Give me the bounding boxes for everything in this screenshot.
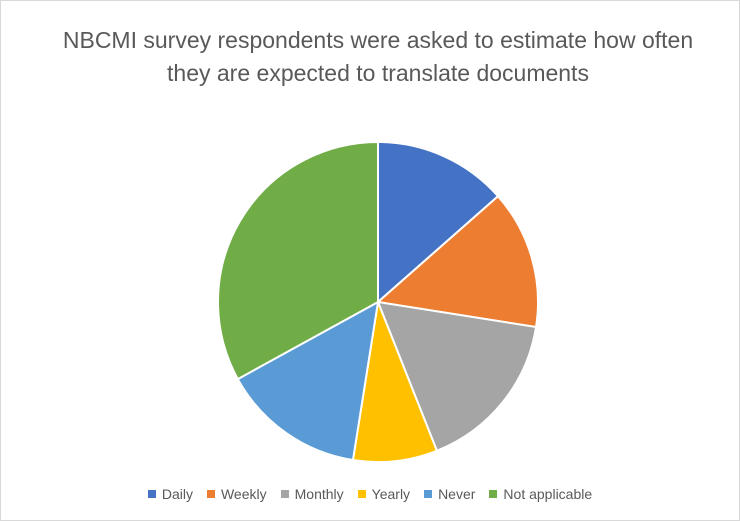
pie-slice [236, 300, 380, 462]
legend-item: Weekly [206, 486, 267, 502]
legend-label: Weekly [220, 486, 267, 502]
legend-swatch [489, 490, 498, 498]
legend-label: Not applicable [503, 486, 593, 502]
pie-slice [351, 298, 439, 463]
legend-swatch [357, 490, 366, 498]
pie-slice [377, 140, 500, 305]
pie-slice [376, 300, 538, 453]
pie-slice [375, 194, 539, 329]
legend-item: Yearly [357, 486, 411, 502]
pie-slice [217, 140, 379, 381]
legend-label: Daily [161, 486, 193, 502]
chart-title: NBCMI survey respondents were asked to e… [62, 27, 694, 86]
legend-item: Not applicable [489, 486, 592, 502]
legend: Daily Weekly Monthly Yearly Never Not applica… [0, 486, 740, 502]
legend-item: Never [424, 486, 475, 502]
legend-swatch [206, 490, 215, 498]
legend-swatch [147, 490, 156, 498]
legend-label: Yearly [371, 486, 411, 502]
legend-swatch [424, 490, 433, 498]
legend-label: Monthly [294, 486, 344, 502]
legend-label: Never [438, 486, 476, 502]
legend-swatch [280, 490, 289, 498]
legend-item: Monthly [280, 486, 344, 502]
legend-item: Daily [147, 486, 193, 502]
